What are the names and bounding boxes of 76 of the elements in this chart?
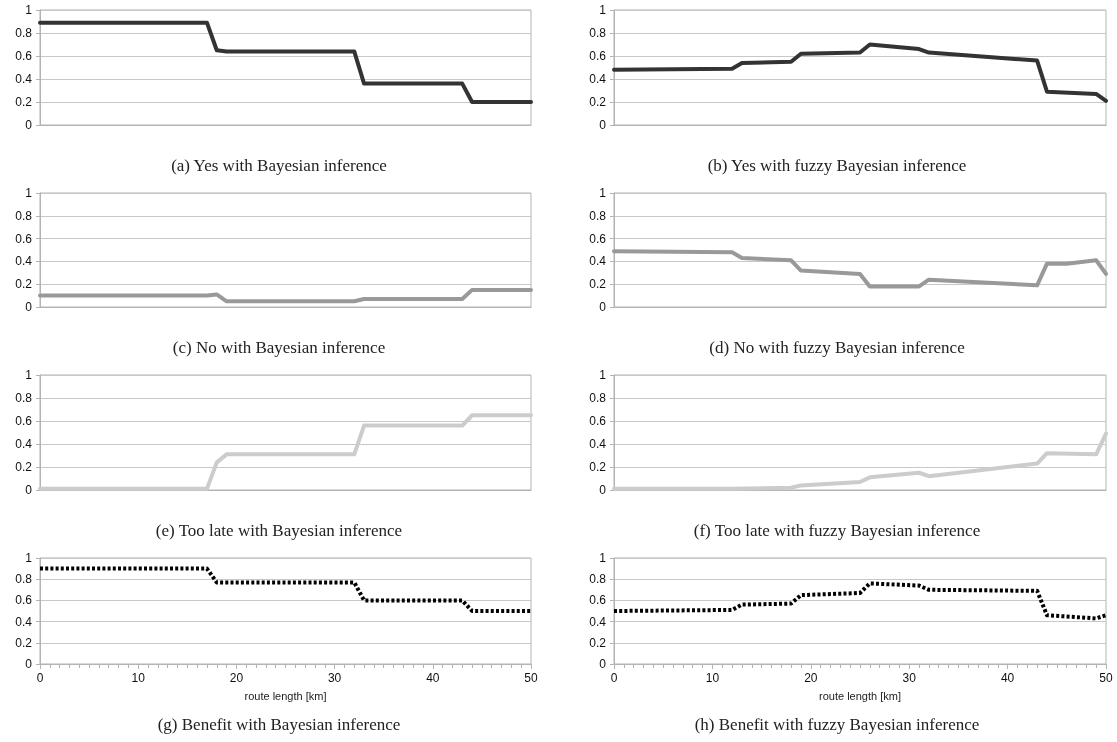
text: (d) No with fuzzy Bayesian inference [709,338,965,357]
y-tick-label: 0 [599,118,607,132]
y-tick-label: 1 [599,551,607,565]
y-tick-label: 0.8 [15,208,33,223]
x-tick-label: 0 [610,671,618,685]
y-tick-label: 1 [25,186,33,200]
y-tick-label: 1 [599,368,607,382]
x-tick-label: 50 [1099,671,1113,685]
y-tick-label: 1 [25,3,33,17]
y-tick-label: 0.2 [15,460,33,474]
x-tick-label: 0 [36,671,44,685]
x-tick-label: 40 [1000,671,1015,685]
y-tick-label: 0.6 [15,593,33,608]
y-tick-label: 0 [25,657,33,671]
y-tick-label: 0.6 [15,231,33,246]
y-tick-label: 0.8 [589,208,607,223]
y-tick-label: 0.6 [589,231,607,246]
y-tick-label: 0.2 [589,277,607,292]
y-tick-label: 0.2 [589,460,607,474]
y-tick-label: 0.6 [589,593,607,608]
text: (h) Benefit with fuzzy Bayesian inference [694,715,980,734]
x-axis-title: route length [km] [819,689,901,702]
line-series [38,20,533,104]
line-series [612,249,1108,289]
text: (c) No with Bayesian inference [172,338,386,357]
x-axis-title: route length [km] [244,689,327,702]
x-tick-label: 50 [524,671,538,685]
y-tick-label: 0 [25,118,33,132]
y-tick-label: 0.2 [15,277,33,292]
y-tick-label: 0 [599,483,607,497]
y-tick-label: 0 [25,483,33,497]
y-tick-label: 0.2 [15,95,33,109]
line-series [38,566,533,613]
text: (b) Yes with fuzzy Bayesian inference [707,156,967,175]
y-tick-label: 0 [25,300,33,314]
y-tick-label: 0 [599,657,607,671]
y-tick-label: 0.6 [15,49,33,63]
y-tick-label: 0.6 [15,414,33,428]
x-tick-label: 20 [804,671,818,685]
y-tick-label: 0.8 [15,391,33,405]
y-tick-label: 0.4 [589,254,607,269]
y-tick-label: 0.4 [589,72,607,86]
y-tick-label: 1 [599,186,607,200]
x-tick-label: 10 [705,671,720,685]
y-tick-label: 0.4 [589,437,607,451]
y-tick-label: 0.2 [15,635,33,650]
text: (e) Too late with Bayesian inference [155,521,403,540]
x-tick-label: 20 [229,671,244,685]
y-tick-label: 0.2 [589,635,607,650]
line-series [38,287,533,304]
y-tick-label: 0.8 [589,26,607,40]
y-tick-label: 0.4 [15,254,33,269]
y-tick-label: 0.8 [589,572,607,587]
x-tick-label: 10 [131,671,146,685]
y-tick-label: 0.6 [589,414,607,428]
y-tick-label: 0.4 [15,437,33,451]
text: (g) Benefit with Bayesian inference [157,715,401,734]
x-tick-label: 30 [902,671,917,685]
y-tick-label: 1 [599,3,607,17]
line-series [612,581,1108,621]
x-tick-label: 40 [426,671,440,685]
y-tick-label: 1 [25,368,33,382]
line-series [612,42,1108,103]
y-tick-label: 0.4 [589,614,607,629]
y-tick-label: 0.2 [589,95,607,109]
text: (a) Yes with Bayesian inference [171,156,387,175]
x-tick-label: 30 [327,671,342,685]
y-tick-label: 0.8 [15,26,33,40]
y-tick-label: 1 [25,551,33,565]
y-tick-label: 0.4 [15,614,33,629]
y-tick-label: 0.8 [15,572,33,587]
y-tick-label: 0.8 [589,391,607,405]
y-tick-label: 0 [599,300,607,314]
text: (f) Too late with fuzzy Bayesian inference [693,521,981,540]
y-tick-label: 0.6 [589,49,607,63]
y-tick-label: 0.4 [15,72,33,86]
